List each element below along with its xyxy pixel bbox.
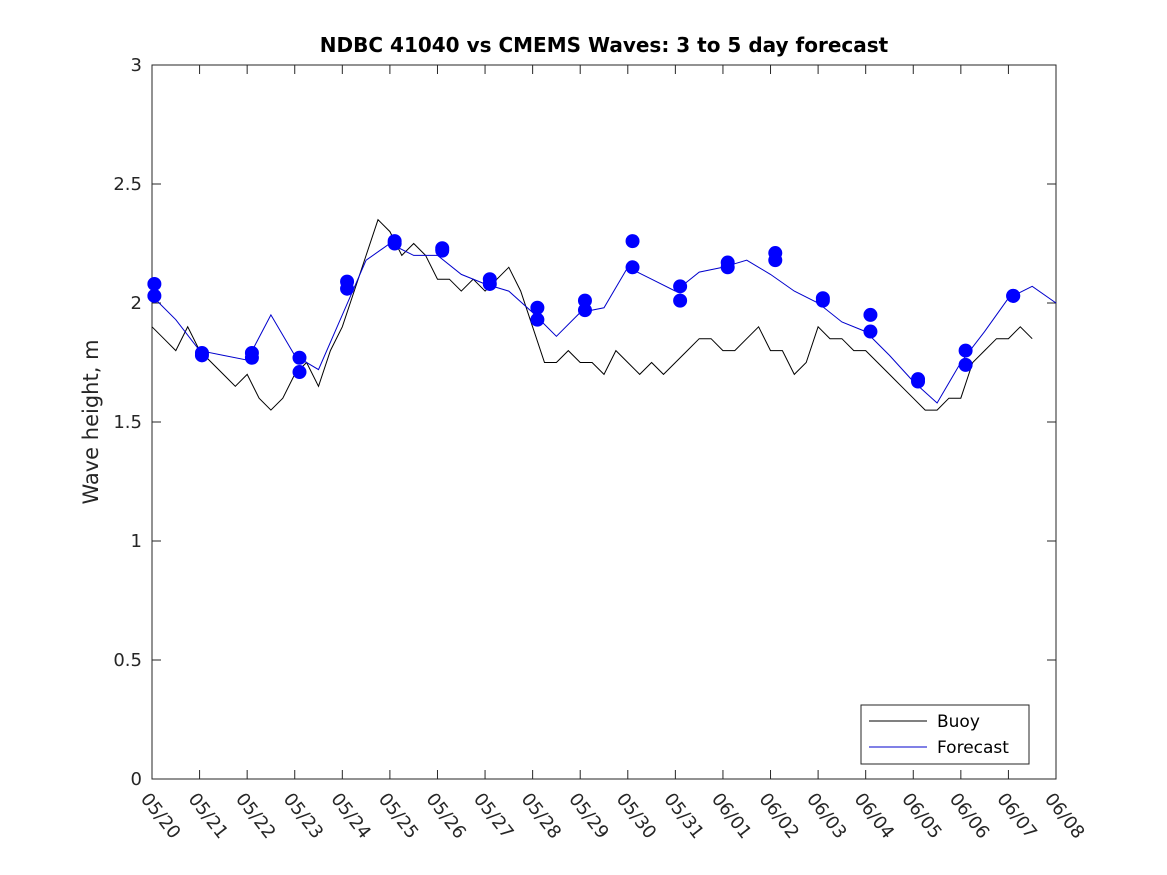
forecast-marker [387, 234, 402, 249]
legend-box [860, 704, 1030, 765]
marker-layer [147, 234, 1021, 389]
forecast-marker [1006, 288, 1021, 303]
forecast-marker [768, 253, 783, 268]
forecast-marker [958, 343, 973, 358]
y-tick-label: 0.5 [113, 650, 142, 671]
forecast-marker [147, 288, 162, 303]
legend: Buoy Forecast [860, 704, 1030, 765]
y-tick-label: 3 [131, 55, 142, 76]
plot-area [151, 64, 1057, 780]
chart-title: NDBC 41040 vs CMEMS Waves: 3 to 5 day fo… [320, 33, 889, 57]
forecast-marker [482, 276, 497, 291]
y-tick-label: 2.5 [113, 174, 142, 195]
forecast-marker [292, 350, 307, 365]
forecast-marker [863, 324, 878, 339]
y-tick-label: 1 [131, 531, 142, 552]
forecast-marker [720, 260, 735, 275]
forecast-marker [292, 365, 307, 380]
y-axis: 0 0.5 1 1.5 2 2.5 3 [113, 55, 1056, 790]
forecast-marker [577, 303, 592, 318]
forecast-marker [815, 293, 830, 308]
forecast-marker [673, 293, 688, 308]
forecast-marker [194, 348, 209, 363]
forecast-marker [673, 279, 688, 294]
forecast-marker [244, 350, 259, 365]
forecast-marker [147, 276, 162, 291]
forecast-marker [625, 234, 640, 249]
y-axis-label: Wave height, m [79, 339, 103, 504]
y-tick-label: 2 [131, 293, 142, 314]
forecast-marker [340, 281, 355, 296]
forecast-marker [530, 312, 545, 327]
forecast-marker [863, 307, 878, 322]
y-tick-label: 1.5 [113, 412, 142, 433]
y-tick-label: 0 [131, 769, 142, 790]
forecast-marker [435, 243, 450, 258]
forecast-marker [911, 374, 926, 389]
forecast-marker [530, 300, 545, 315]
legend-label-buoy: Buoy [937, 712, 980, 732]
forecast-marker [625, 260, 640, 275]
legend-label-forecast: Forecast [937, 738, 1009, 758]
forecast-marker [958, 357, 973, 372]
